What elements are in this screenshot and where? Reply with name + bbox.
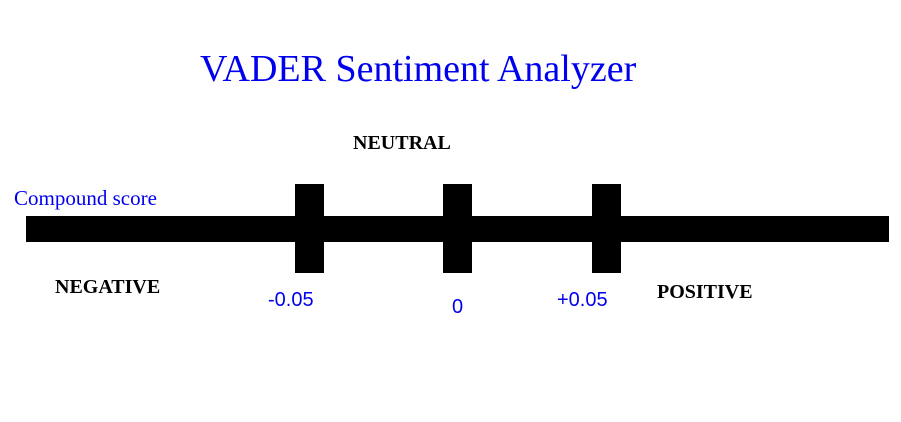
compound-score-label: Compound score — [14, 186, 157, 210]
negative-label: NEGATIVE — [55, 276, 161, 298]
neutral-label: NEUTRAL — [353, 132, 451, 154]
tick-zero — [443, 184, 472, 273]
positive-label: POSITIVE — [657, 281, 753, 303]
tick-positive-threshold — [592, 184, 621, 273]
diagram-title: VADER Sentiment Analyzer — [200, 48, 637, 90]
tick-label-positive-threshold: +0.05 — [557, 289, 608, 311]
tick-negative-threshold — [295, 184, 324, 273]
tick-label-zero: 0 — [452, 296, 464, 318]
tick-label-negative-threshold: -0.05 — [268, 289, 314, 311]
